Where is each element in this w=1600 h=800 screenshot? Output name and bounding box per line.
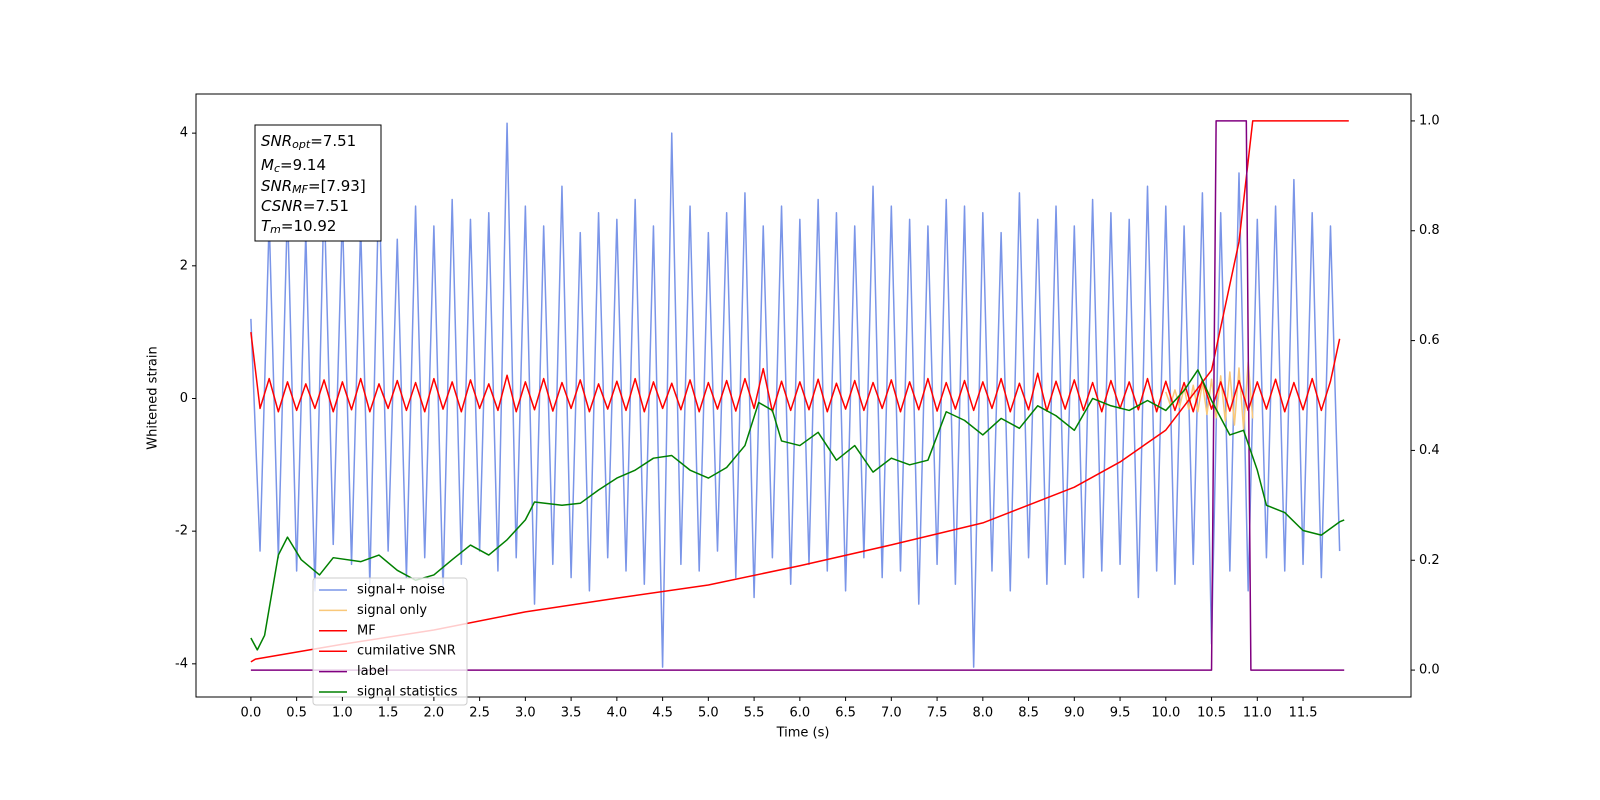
y-tick-label: -2 <box>175 524 188 539</box>
legend-label: signal statistics <box>357 685 458 700</box>
x-tick-label: 3.5 <box>561 706 582 721</box>
y2-tick-label: 0.4 <box>1419 443 1440 458</box>
annotation-line: CSNR=7.51 <box>261 197 349 215</box>
annotation-line: SNRMF=[7.93] <box>261 177 366 197</box>
legend: signal+ noise signal only MF cumilative SNR… <box>312 577 468 706</box>
y-tick-label: 4 <box>180 126 188 141</box>
annotation-value: =[7.93] <box>308 177 366 195</box>
legend-frame <box>312 577 468 706</box>
annotation-value: =10.92 <box>281 217 337 235</box>
annotation-symbol: M <box>261 156 274 174</box>
legend-label: signal only <box>357 603 427 618</box>
legend-label: cumilative SNR <box>357 644 456 659</box>
x-tick-label: 7.0 <box>881 706 902 721</box>
annotation-line: Tm=10.92 <box>261 217 336 237</box>
x-tick-label: 10.5 <box>1197 706 1226 721</box>
annotation-value: =9.14 <box>280 156 326 174</box>
x-tick-label: 9.5 <box>1110 706 1131 721</box>
x-tick-label: 0.5 <box>286 706 307 721</box>
annotation-frame <box>254 124 382 242</box>
annotation-symbol: SNR <box>261 177 292 195</box>
x-tick-label: 8.0 <box>972 706 993 721</box>
annotation-subscript: c <box>274 162 280 175</box>
x-tick-label: 2.5 <box>469 706 490 721</box>
annotation-symbol: T <box>261 217 272 235</box>
annotation-box: SNRopt=7.51Mc=9.14SNRMF=[7.93]CSNR=7.51T… <box>254 124 382 242</box>
x-tick-label: 11.5 <box>1289 706 1318 721</box>
annotation-subscript: MF <box>292 183 308 196</box>
y-axis-label: Whitened strain <box>146 346 161 449</box>
annotation-symbol: CSNR <box>261 197 303 215</box>
x-tick-label: 4.0 <box>607 706 628 721</box>
x-tick-label: 1.0 <box>332 706 353 721</box>
x-tick-label: 5.5 <box>744 706 765 721</box>
y2-tick-label: 0.0 <box>1419 663 1440 678</box>
y-tick-label: 2 <box>180 258 188 273</box>
x-tick-label: 1.5 <box>378 706 399 721</box>
y-tick-label: 0 <box>180 391 188 406</box>
x-tick-label: 6.5 <box>835 706 856 721</box>
x-tick-label: 8.5 <box>1018 706 1039 721</box>
annotation-value: =7.51 <box>303 197 349 215</box>
x-tick-label: 11.0 <box>1243 706 1272 721</box>
x-tick-label: 2.0 <box>424 706 445 721</box>
annotation-line: SNRopt=7.51 <box>261 132 356 152</box>
x-tick-label: 6.0 <box>789 706 810 721</box>
x-tick-label: 10.0 <box>1151 706 1180 721</box>
x-tick-label: 5.0 <box>698 706 719 721</box>
x-tick-label: 9.0 <box>1064 706 1085 721</box>
series-line <box>250 122 1341 668</box>
annotation-symbol: SNR <box>261 132 292 150</box>
y2-tick-label: 0.6 <box>1419 333 1440 348</box>
x-axis-label: Time (s) <box>776 726 830 741</box>
legend-label: signal+ noise <box>357 583 445 598</box>
annotation-subscript: opt <box>292 138 311 151</box>
annotation-subscript: m <box>270 223 281 236</box>
annotation-line: Mc=9.14 <box>261 156 326 176</box>
x-tick-label: 3.0 <box>515 706 536 721</box>
y-tick-label: -4 <box>175 656 188 671</box>
y2-tick-label: 1.0 <box>1419 113 1440 128</box>
legend-label: label <box>357 664 388 679</box>
x-tick-label: 7.5 <box>927 706 948 721</box>
y2-tick-label: 0.2 <box>1419 553 1440 568</box>
series-line <box>250 120 1345 671</box>
legend-label: MF <box>357 623 376 638</box>
axes-frame <box>195 93 1412 698</box>
x-tick-label: 4.5 <box>652 706 673 721</box>
annotation-value: =7.51 <box>310 132 356 150</box>
y2-tick-label: 0.8 <box>1419 223 1440 238</box>
x-tick-label: 0.0 <box>241 706 262 721</box>
